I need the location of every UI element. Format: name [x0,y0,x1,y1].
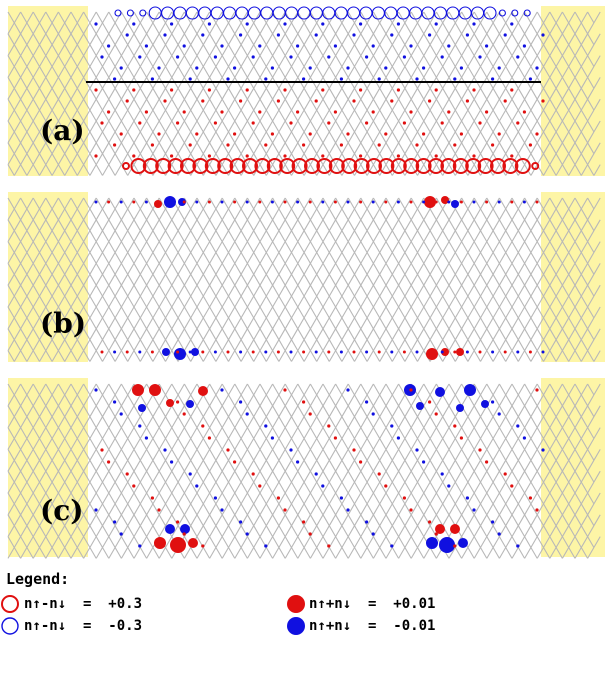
legend-title: Legend: [6,570,70,588]
open-red-circle-icon [1,595,19,613]
filled-red-circle-icon [287,595,305,613]
legend-item-label: n↑+n↓ = -0.01 [309,618,436,634]
filled-blue-circle-icon [287,617,305,635]
panel-b [7,192,605,362]
panel-a [7,6,605,176]
open-blue-circle-icon [1,617,19,635]
lattice [7,197,601,362]
right-lead [541,6,605,176]
density-markers [86,6,545,553]
legend-item-spin-positive: n↑-n↓ = +0.3 [0,594,300,616]
graphene-ribbon-figure: (a) (b) (c) [7,6,605,559]
lattice [7,383,601,559]
legend-item-label: n↑+n↓ = +0.01 [309,596,436,612]
panel-c [7,378,605,559]
panel-label-b: (b) [40,307,86,340]
right-lead [541,192,605,362]
legend-item-label: n↑-n↓ = -0.3 [24,618,143,634]
legend: Legend: n↑-n↓ = +0.3 n↑-n↓ = -0.3 n↑+n↓ … [0,570,613,644]
legend-item-charge-positive: n↑+n↓ = +0.01 [285,594,605,616]
panel-label-a: (a) [40,114,85,147]
legend-item-spin-negative: n↑-n↓ = -0.3 [0,616,300,638]
lattice [7,11,601,176]
legend-item-label: n↑-n↓ = +0.3 [24,596,143,612]
panel-label-c: (c) [40,494,84,527]
legend-item-charge-negative: n↑+n↓ = -0.01 [285,616,605,638]
